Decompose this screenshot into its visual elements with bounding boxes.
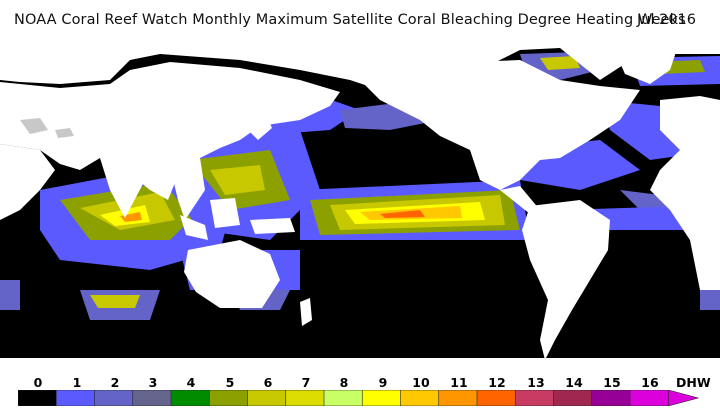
- legend-swatch: [132, 390, 172, 406]
- ice-patch: [55, 128, 74, 138]
- legend-label: 5: [225, 375, 235, 390]
- antarctica: [0, 358, 720, 366]
- map-canvas: [0, 40, 720, 366]
- legend-swatch: [170, 390, 211, 406]
- legend-label: 10: [412, 375, 430, 390]
- legend-label: 7: [301, 375, 311, 390]
- map-date: Jul 2016: [636, 12, 696, 28]
- dhw-patch: [0, 280, 20, 310]
- legend-swatch: [553, 390, 593, 406]
- legend-swatch: [438, 390, 478, 406]
- legend-swatch: [476, 390, 517, 406]
- legend-label: 15: [603, 375, 621, 390]
- africa-europe-east: [650, 96, 720, 290]
- north-america: [360, 60, 640, 190]
- legend-swatch: [208, 390, 249, 406]
- legend-label: 13: [527, 375, 545, 390]
- legend-swatch: [400, 390, 440, 406]
- legend-unit: DHW: [676, 375, 711, 390]
- legend-label: 11: [450, 375, 468, 390]
- greenland: [610, 40, 680, 84]
- legend-swatch: [18, 390, 58, 406]
- legend-swatch: [94, 390, 134, 406]
- legend-swatch: [629, 390, 670, 406]
- legend-swatch: [247, 390, 287, 406]
- arctic-coast: [0, 40, 720, 90]
- dhw-world-map: [0, 40, 720, 366]
- africa-horn: [0, 144, 55, 220]
- legend-color-bar: [18, 390, 700, 406]
- legend-label: 9: [378, 375, 388, 390]
- asia: [0, 62, 340, 200]
- dhw-patch: [540, 56, 580, 70]
- legend-label: 0: [33, 375, 43, 390]
- legend-swatch: [514, 390, 555, 406]
- legend-label: 8: [339, 375, 349, 390]
- legend-swatch: [361, 390, 402, 406]
- new-guinea: [250, 218, 295, 234]
- map-title: NOAA Coral Reef Watch Monthly Maximum Sa…: [14, 12, 686, 28]
- dhw-patch: [120, 212, 142, 222]
- map-title-bar: NOAA Coral Reef Watch Monthly Maximum Sa…: [0, 0, 720, 40]
- japan: [248, 106, 272, 140]
- legend-label: 14: [565, 375, 583, 390]
- legend-label: 3: [148, 375, 158, 390]
- legend-label: 16: [641, 375, 659, 390]
- land: [0, 40, 720, 366]
- legend-label: 2: [110, 375, 120, 390]
- sumatra: [180, 215, 208, 240]
- dhw-patch: [210, 165, 265, 195]
- india: [100, 158, 145, 218]
- legend-label: 4: [186, 375, 196, 390]
- legend-label: 12: [488, 375, 506, 390]
- legend-labels: 0 1 2 3 4 5 6 7 8 9 10 11 12 13 14 15 16: [0, 375, 720, 393]
- legend-label: 6: [263, 375, 273, 390]
- legend-swatch: [323, 390, 364, 406]
- ice-overlay: [20, 118, 74, 138]
- dhw-patch: [380, 210, 425, 218]
- legend-swatch: [285, 390, 325, 406]
- new-zealand: [300, 298, 312, 326]
- ice-patch: [20, 118, 48, 134]
- legend-label: 1: [72, 375, 82, 390]
- south-america: [522, 200, 610, 360]
- dhw-patch: [90, 295, 140, 308]
- legend-swatch: [55, 390, 96, 406]
- legend-arrow: [667, 390, 700, 406]
- legend-swatch: [591, 390, 631, 406]
- borneo: [210, 198, 240, 228]
- indochina: [168, 158, 205, 220]
- australia: [184, 240, 280, 308]
